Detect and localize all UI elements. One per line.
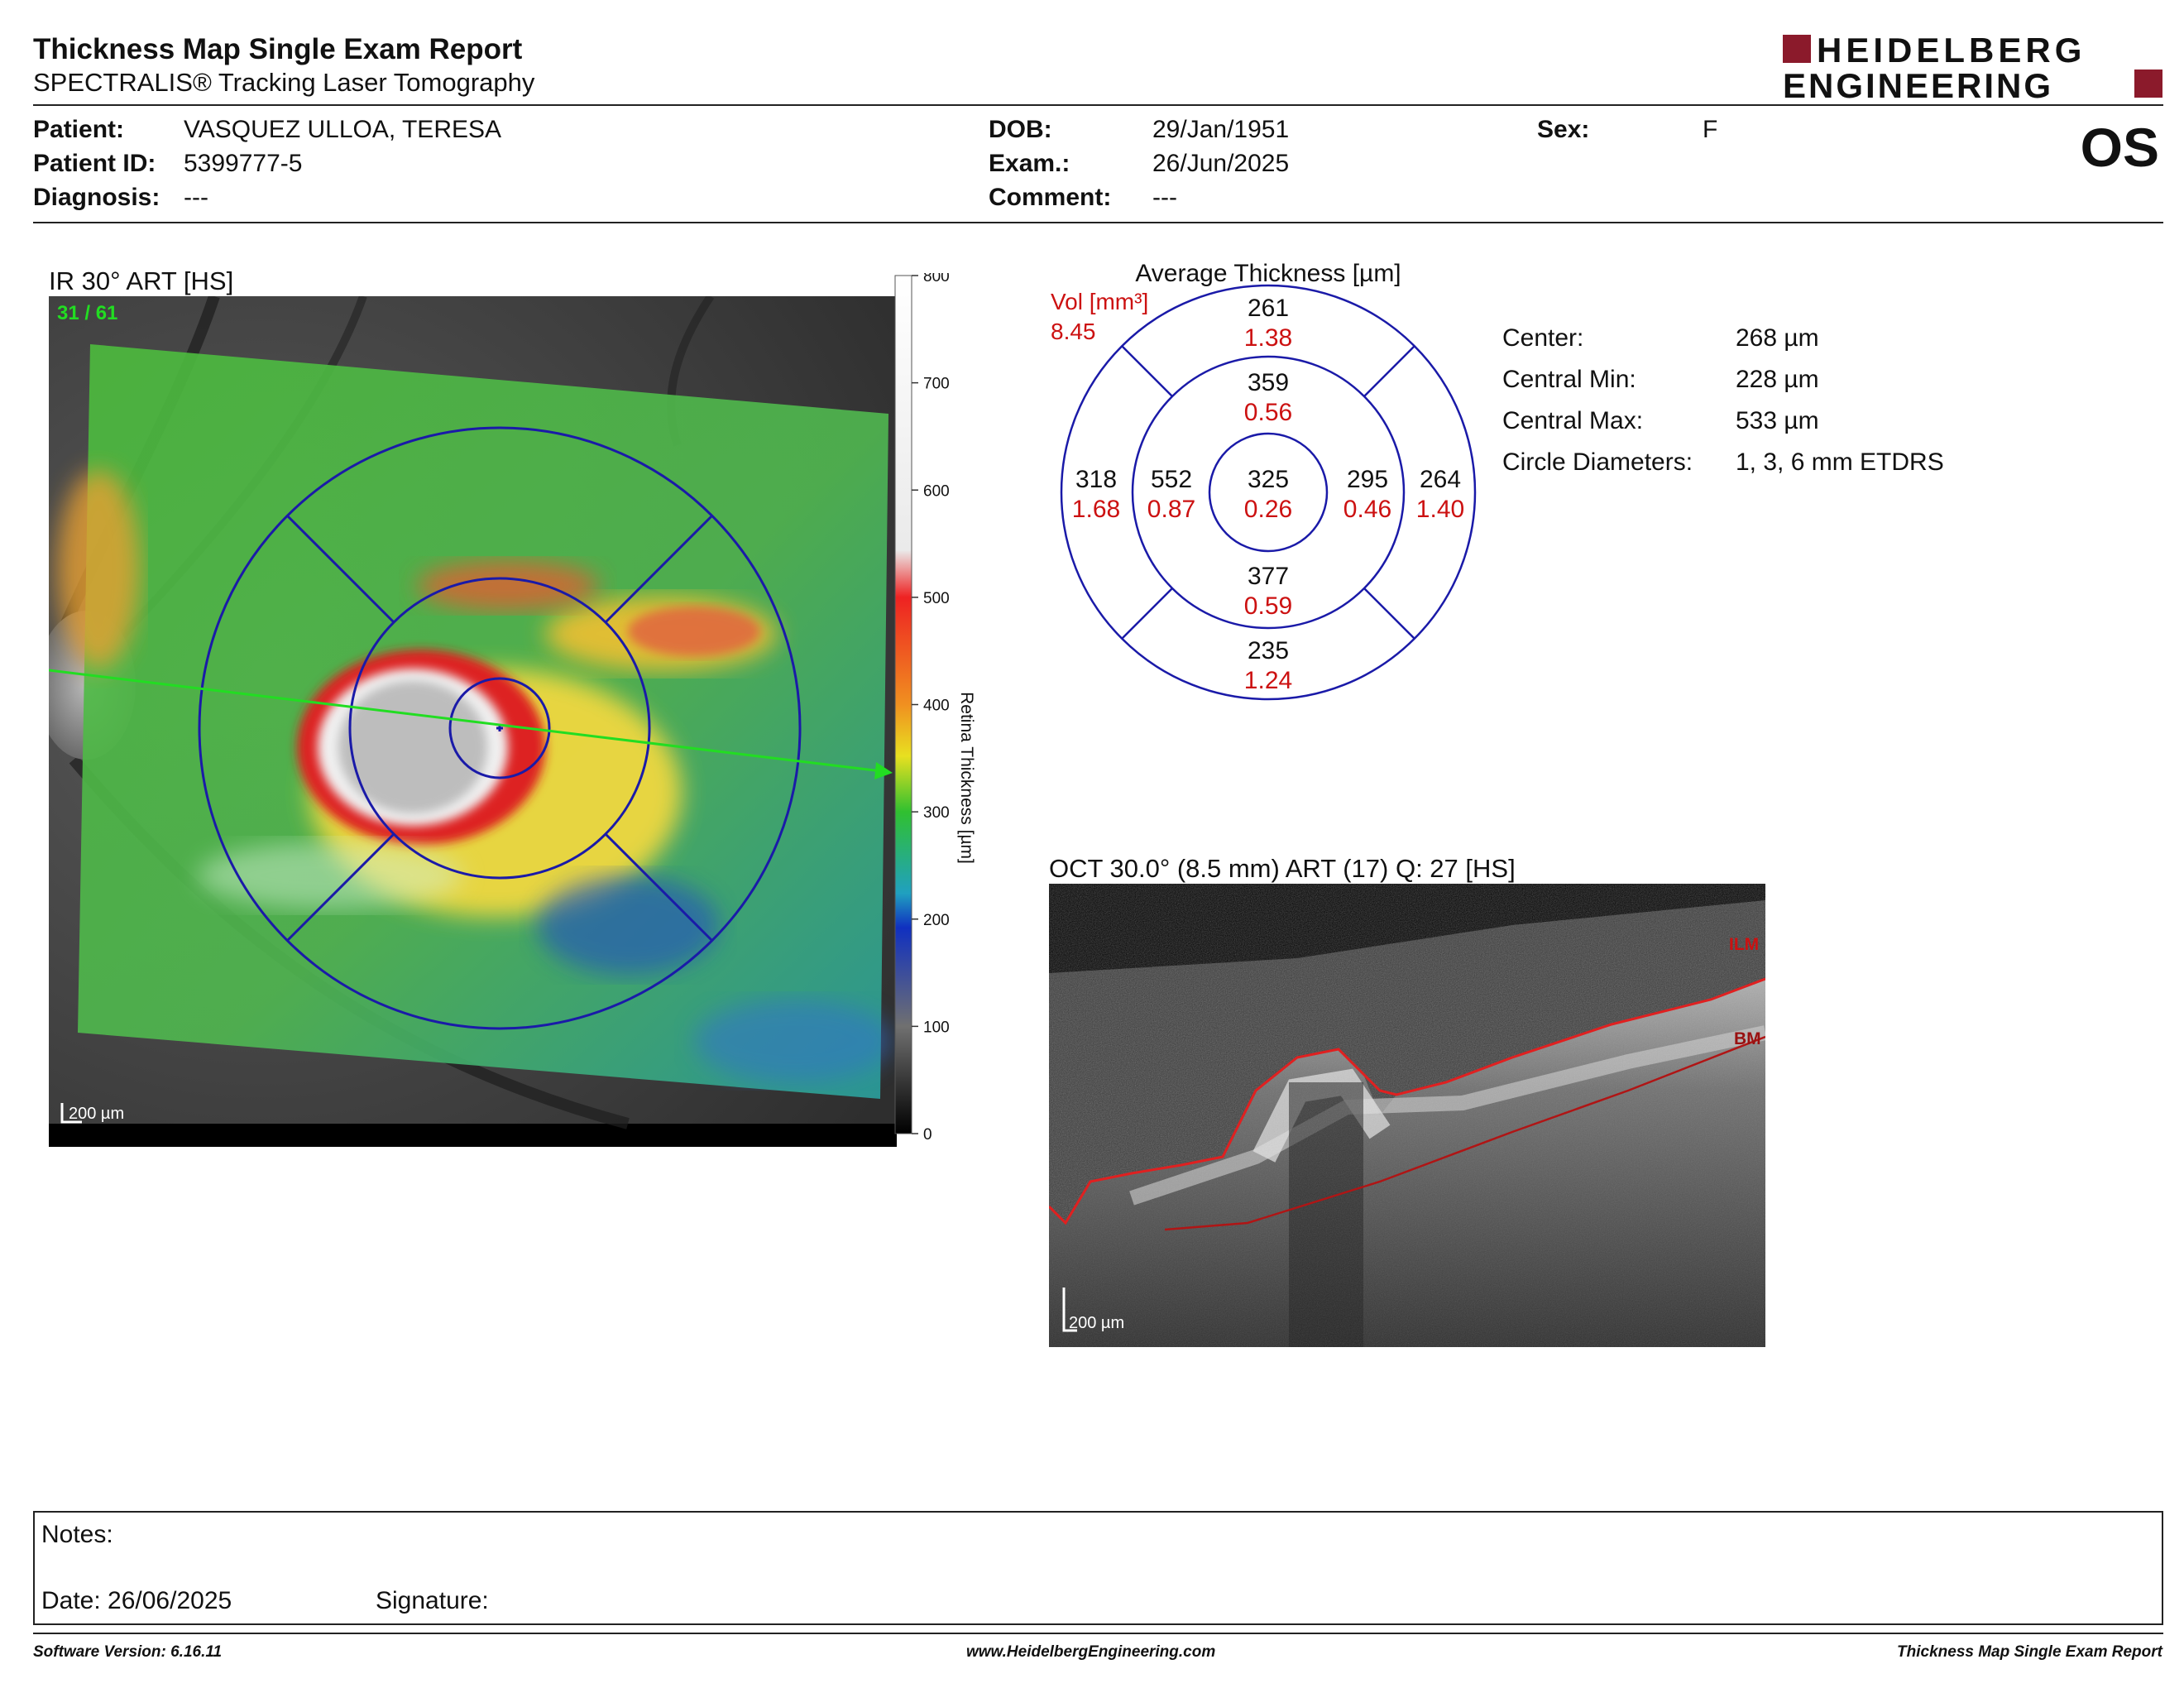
footer-rule: [33, 1633, 2163, 1634]
colorbar-tick-label: 100: [923, 1019, 950, 1036]
scan-line: [49, 669, 889, 774]
heidelberg-logo: HEIDELBERG ENGINEERING: [1783, 31, 2162, 103]
sector-thickness-outer-nasal: 264: [1420, 466, 1461, 493]
oct-scale-bar: [1062, 1288, 1077, 1332]
logo-square-bottom: [2134, 70, 2162, 98]
sex-value: F: [1703, 116, 1718, 143]
stat-value: 268 µm: [1736, 324, 1819, 352]
exam-value: 26/Jun/2025: [1152, 150, 1290, 177]
sector-volume-outer-nasal: 1.40: [1416, 496, 1464, 523]
etdrs-grid: [1060, 284, 1477, 701]
colorbar-tick-label: 400: [923, 698, 950, 715]
notes-date: Date: 26/06/2025: [41, 1587, 232, 1614]
colorbar-tick-label: 200: [923, 912, 950, 929]
diagnosis-label: Diagnosis:: [33, 184, 160, 211]
sector-thickness-inner-temporal: 552: [1151, 466, 1192, 493]
patient-name: VASQUEZ ULLOA, TERESA: [184, 116, 502, 143]
logo-line2: ENGINEERING: [1783, 66, 2053, 103]
volume-label: Vol [mm³]: [1051, 289, 1148, 314]
sector-volume-inner-temporal: 0.87: [1147, 496, 1195, 523]
sector-volume-outer-inferior: 1.24: [1244, 667, 1292, 694]
scan-arrow: [874, 762, 893, 779]
ir-scale-bar: [60, 1103, 82, 1124]
patient-label: Patient:: [33, 116, 125, 143]
notes-box: [33, 1511, 2163, 1625]
frame-label: 31 / 61: [57, 302, 117, 324]
sector-volume-outer-superior: 1.38: [1244, 324, 1292, 352]
sector-volume-center: 0.26: [1244, 496, 1292, 523]
colorbar-tick-label: 800: [923, 273, 950, 285]
sector-volume-inner-nasal: 0.46: [1343, 496, 1391, 523]
patient-id: 5399777-5: [184, 150, 303, 177]
bm-label: BM: [1734, 1029, 1761, 1048]
stat-label: Central Max:: [1502, 407, 1644, 434]
footer-report-name: Thickness Map Single Exam Report: [1897, 1643, 2162, 1661]
eye-indicator: OS: [2080, 117, 2159, 178]
stat-label: Circle Diameters:: [1502, 448, 1693, 476]
stat-value: 533 µm: [1736, 407, 1819, 434]
sex-label: Sex:: [1537, 116, 1590, 143]
footer-website[interactable]: www.HeidelbergEngineering.com: [966, 1643, 1216, 1661]
footer-software-version: Software Version: 6.16.11: [33, 1643, 223, 1661]
bm-line: [1164, 1035, 1765, 1231]
report-title: Thickness Map Single Exam Report: [33, 33, 523, 65]
volume-total: 8.45: [1051, 319, 1096, 344]
stat-value: 228 µm: [1736, 366, 1819, 393]
etdrs-chart: Average Thickness [µm] Vol [mm³] 8.45 26…: [1051, 260, 1477, 701]
sector-thickness-outer-inferior: 235: [1248, 637, 1289, 664]
notes-label: Notes:: [41, 1521, 113, 1548]
ir-etdrs-grid: [198, 426, 802, 1030]
colorbar-tick-label: 0: [923, 1126, 932, 1144]
dob-value: 29/Jan/1951: [1152, 116, 1290, 143]
logo-square-top: [1783, 35, 1811, 63]
header-rule: [33, 104, 2163, 106]
sector-thickness-inner-nasal: 295: [1347, 466, 1388, 493]
comment-value: ---: [1152, 184, 1177, 211]
stat-label: Center:: [1502, 324, 1584, 352]
sector-thickness-inner-superior: 359: [1248, 369, 1289, 396]
sector-volume-outer-temporal: 1.68: [1072, 496, 1120, 523]
colorbar-title: Retina Thickness [µm]: [957, 692, 976, 864]
comment-label: Comment:: [989, 184, 1112, 211]
sector-volume-inner-inferior: 0.59: [1244, 592, 1292, 620]
stat-label: Central Min:: [1502, 366, 1636, 393]
oct-bscan: ILM BM 200 µm: [1049, 884, 1765, 1347]
sector-volume-inner-superior: 0.56: [1244, 399, 1292, 426]
diagnosis-value: ---: [184, 184, 208, 211]
sector-thickness-outer-superior: 261: [1248, 295, 1289, 322]
etdrs-title: Average Thickness [µm]: [1135, 260, 1401, 287]
oct-title: OCT 30.0° (8.5 mm) ART (17) Q: 27 [HS]: [1049, 854, 1516, 883]
sector-thickness-outer-temporal: 318: [1075, 466, 1117, 493]
ilm-label: ILM: [1729, 935, 1759, 954]
sector-thickness-center: 325: [1248, 466, 1289, 493]
thickness-colorbar: 800 700 600 500 400 300 200 100 0: [894, 273, 950, 1144]
report-subtitle: SPECTRALIS® Tracking Laser Tomography: [33, 68, 535, 97]
oct-scale-label: 200 µm: [1069, 1314, 1124, 1332]
patient-rule: [33, 222, 2163, 223]
colorbar-tick-label: 300: [923, 804, 950, 822]
colorbar-ticks: 800 700 600 500 400 300 200 100 0: [912, 273, 950, 1144]
stat-value: 1, 3, 6 mm ETDRS: [1736, 448, 1944, 476]
ir-scale-label: 200 µm: [69, 1105, 124, 1123]
exam-label: Exam.:: [989, 150, 1070, 177]
ir-image-title: IR 30° ART [HS]: [49, 266, 234, 295]
dob-label: DOB:: [989, 116, 1052, 143]
logo-line1: HEIDELBERG: [1817, 31, 2086, 70]
colorbar-tick-label: 700: [923, 376, 950, 393]
patient-id-label: Patient ID:: [33, 150, 156, 177]
sector-thickness-inner-inferior: 377: [1248, 563, 1289, 590]
ilm-line: [1049, 977, 1765, 1225]
signature-label: Signature:: [376, 1587, 489, 1614]
colorbar-tick-label: 500: [923, 590, 950, 607]
ir-thickness-map: 31 / 61 200 µm: [49, 296, 897, 1147]
colorbar-tick-label: 600: [923, 482, 950, 500]
